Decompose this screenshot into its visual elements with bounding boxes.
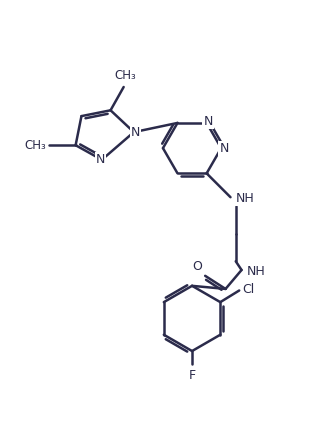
Text: O: O (192, 260, 202, 273)
Text: NH: NH (236, 192, 255, 205)
Text: N: N (96, 153, 105, 166)
Text: Cl: Cl (242, 283, 255, 296)
Text: F: F (189, 368, 196, 382)
Text: CH₃: CH₃ (24, 139, 46, 152)
Text: N: N (130, 126, 140, 139)
Text: N: N (219, 142, 229, 155)
Text: N: N (203, 115, 213, 128)
Text: CH₃: CH₃ (114, 69, 136, 82)
Text: NH: NH (247, 265, 266, 278)
